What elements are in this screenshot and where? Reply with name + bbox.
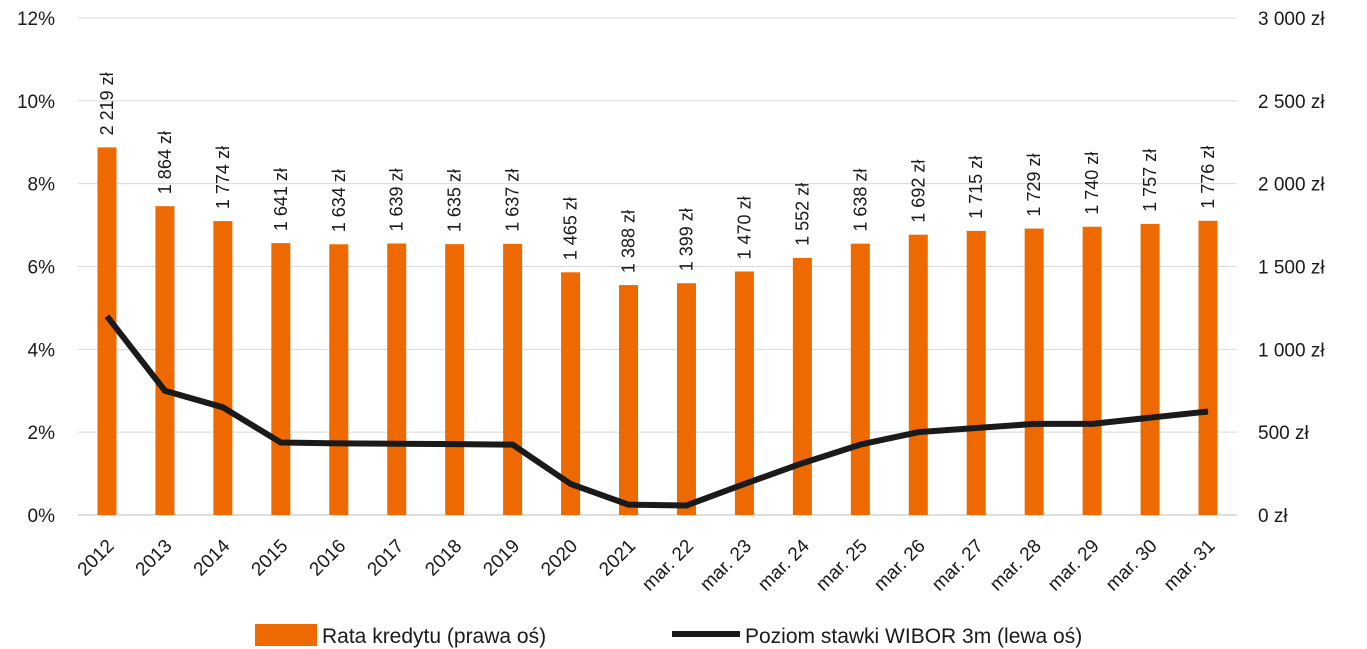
bar — [676, 283, 696, 515]
x-axis-tick-label: 2018 — [421, 536, 466, 581]
legend-line-label: Poziom stawki WIBOR 3m (lewa oś) — [745, 625, 1082, 648]
data-labels: 2 219 zł 1 864 zł 1 774 zł 1 641 zł 1 634 zł… — [97, 72, 1218, 273]
x-axis-tick-label: mar. 29 — [1044, 536, 1104, 596]
bar-data-label: 1 715 zł — [966, 156, 986, 219]
bar-data-label: 1 637 zł — [503, 169, 523, 232]
right-axis-tick-label: 1 000 zł — [1258, 340, 1325, 361]
left-axis-tick-label: 6% — [28, 258, 56, 279]
bar — [387, 243, 407, 515]
bar — [1082, 226, 1102, 516]
legend: Rata kredytu (prawa oś) Poziom stawki WI… — [255, 624, 1082, 648]
legend-bar-label: Rata kredytu (prawa oś) — [322, 625, 546, 648]
bar — [271, 243, 291, 516]
bar — [1024, 228, 1044, 516]
bar-data-label: 1 740 zł — [1082, 152, 1102, 215]
x-axis-tick-label: mar. 25 — [812, 536, 872, 596]
left-axis-tick-label: 10% — [17, 92, 55, 113]
wibor-line — [104, 314, 1209, 509]
bar-data-label: 1 470 zł — [734, 196, 754, 259]
right-axis-tick-label: 2 000 zł — [1258, 175, 1325, 196]
x-axis-tick-label: 2021 — [595, 536, 640, 581]
x-axis-tick-label: 2014 — [190, 535, 235, 580]
bar-data-label: 1 635 zł — [445, 169, 465, 232]
right-axis-tick-label: 0 zł — [1258, 506, 1288, 527]
bar — [908, 234, 928, 515]
legend-bar-swatch — [255, 624, 317, 646]
bar — [561, 272, 581, 515]
x-axis-tick-label: 2017 — [364, 536, 409, 581]
left-axis-tick-label: 4% — [28, 340, 56, 361]
bar-data-label: 1 465 zł — [561, 197, 581, 260]
bar-series — [97, 147, 1218, 516]
bar — [213, 221, 233, 515]
bar-data-label: 1 634 zł — [329, 169, 349, 232]
x-axis-tick-label: 2020 — [537, 536, 582, 581]
bar-data-label: 1 638 zł — [850, 169, 870, 232]
x-axis-tick-label: 2015 — [248, 536, 293, 581]
x-axis-tick-label: mar. 28 — [986, 536, 1046, 596]
x-axis-tick-label: mar. 22 — [638, 536, 698, 596]
right-axis-tick-label: 3 000 zł — [1258, 9, 1325, 30]
bar-data-label: 1 692 zł — [908, 160, 928, 223]
bar-data-label: 1 552 zł — [792, 183, 812, 246]
bar — [445, 244, 465, 515]
bar — [619, 285, 639, 515]
grid-lines — [78, 17, 1237, 516]
bar — [503, 243, 523, 516]
x-axis-tick-label: mar. 27 — [928, 536, 988, 596]
bar — [97, 147, 117, 515]
bar — [966, 230, 986, 516]
x-axis-tick-label: mar. 31 — [1160, 536, 1220, 596]
bar — [155, 206, 175, 515]
bar-data-label: 1 639 zł — [387, 168, 407, 231]
left-axis-tick-label: 12% — [17, 9, 55, 30]
bar — [1198, 220, 1218, 515]
left-axis-tick-label: 0% — [28, 506, 56, 527]
bar-data-label: 1 757 zł — [1140, 149, 1160, 212]
bar — [329, 244, 349, 515]
bar-data-label: 1 864 zł — [155, 131, 175, 194]
left-axis-tick-label: 2% — [28, 423, 56, 444]
bar-data-label: 1 776 zł — [1198, 146, 1218, 209]
right-axis-tick-label: 500 zł — [1258, 423, 1309, 444]
x-axis-tick-label: mar. 26 — [870, 536, 930, 596]
x-axis-tick-label: mar. 24 — [754, 535, 814, 595]
bar-data-label: 1 388 zł — [619, 210, 639, 273]
x-axis-tick-label: 2013 — [132, 536, 177, 581]
bar — [1140, 223, 1160, 516]
line-series — [104, 314, 1209, 509]
right-axis-tick-label: 1 500 zł — [1258, 258, 1325, 279]
left-axis-tick-label: 8% — [28, 175, 56, 196]
right-axis-tick-label: 2 500 zł — [1258, 92, 1325, 113]
bar — [850, 243, 870, 515]
bar — [792, 257, 812, 515]
x-axis-tick-label: 2012 — [74, 536, 119, 581]
bar-data-label: 1 729 zł — [1024, 154, 1044, 217]
x-axis-tick-label: mar. 30 — [1102, 536, 1162, 596]
bar-data-label: 2 219 zł — [97, 72, 117, 135]
bar — [734, 271, 754, 515]
bar-data-label: 1 399 zł — [676, 208, 696, 271]
x-axis-tick-label: 2019 — [479, 536, 524, 581]
x-axis-tick-label: mar. 23 — [696, 536, 756, 596]
bar-data-label: 1 641 zł — [271, 168, 291, 231]
bar-data-label: 1 774 zł — [213, 146, 233, 209]
x-axis-tick-label: 2016 — [306, 536, 351, 581]
